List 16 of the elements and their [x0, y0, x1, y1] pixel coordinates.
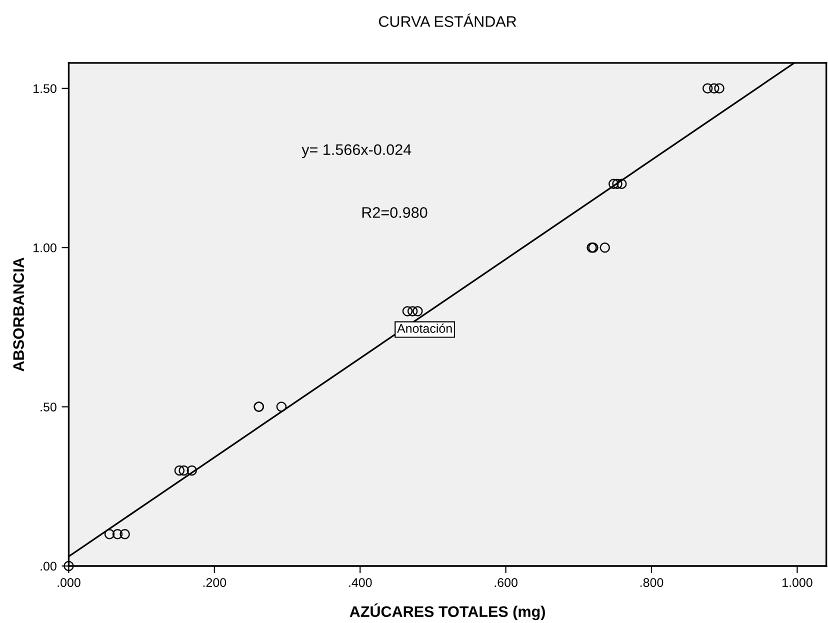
x-tick-label: .400 [349, 578, 372, 587]
annotation: R2=0.980 [362, 207, 428, 218]
x-axis-title: AZÚCARES TOTALES (mg) [350, 603, 545, 620]
chart-title: CURVA ESTÁNDAR [378, 14, 516, 27]
x-tick-label: .800 [640, 578, 664, 587]
y-tick-label: 1.00 [34, 243, 56, 252]
x-tick-label: .200 [203, 578, 226, 587]
x-tick-label: 1.000 [782, 578, 812, 587]
annotation: y= 1.566x-0.024 [302, 144, 412, 158]
y-tick-label: .50 [40, 402, 56, 412]
x-tick-label: .600 [494, 578, 518, 587]
y-tick-label: .00 [40, 562, 56, 571]
y-axis-title: ABSORBANCIA [13, 258, 24, 372]
x-tick-label: .000 [58, 578, 80, 587]
y-tick-label: 1.50 [34, 84, 56, 94]
annotation: Anotación [397, 324, 452, 333]
